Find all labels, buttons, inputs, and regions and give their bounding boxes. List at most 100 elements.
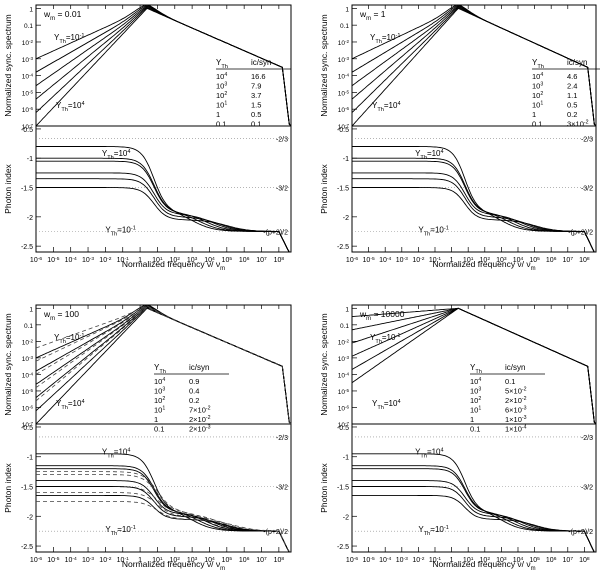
wm-value: = 0.01 (55, 9, 82, 19)
x-tick-exp: -6 (354, 556, 359, 562)
y-tick-label: 1 (345, 306, 349, 313)
table-ratio-mantissa: 1×10 (505, 425, 522, 434)
y-tick-exp: -7 (29, 421, 34, 426)
x-tick-label: 104 (204, 556, 215, 565)
y-tick-label: 10-4 (338, 371, 350, 380)
reference-label: -2/3 (581, 137, 593, 144)
x-tick-exp: 3 (504, 556, 507, 562)
x-tick-exp: -5 (55, 556, 60, 562)
table-ratio-value: 0.1 (505, 377, 515, 386)
y-th-val: =10 (427, 448, 441, 457)
table-y-value: 10 (216, 101, 224, 110)
table-y-value: 10 (216, 82, 224, 91)
x-tick-label: 106 (239, 256, 250, 265)
x-tick-exp: 6 (554, 256, 557, 262)
reference-label: -(p+2)/2 (263, 529, 288, 536)
x-tick-exp: 2 (487, 556, 490, 562)
index-line (352, 468, 596, 553)
x-tick-exp: 2 (177, 256, 180, 262)
table-y-value: 104 (470, 377, 481, 386)
y-tick-label: 10-7 (338, 421, 350, 430)
y-tick-exp: -3 (29, 354, 34, 359)
table-y-value: 102 (154, 396, 165, 405)
x-tick-label: 107 (563, 556, 574, 565)
y-tick-label: 10 (338, 389, 346, 396)
x-axis-label: Normalized frequency ν/ νm (122, 259, 225, 272)
y-tick-label: 1 (29, 306, 33, 313)
y-tick-label: 10 (22, 90, 30, 97)
label-index-y-th-high: YTh=104 (415, 149, 444, 161)
y-tick-label: 10-6 (338, 106, 350, 115)
x-tick-exp: 1 (160, 556, 163, 562)
x-tick-label: 10 (99, 557, 107, 564)
x-tick-exp: -2 (107, 556, 112, 562)
label-index-y-th-high: YTh=104 (102, 448, 131, 460)
index-dashed-line (36, 492, 291, 553)
table-ratio-mantissa: 6×10 (505, 406, 522, 415)
table-ratio-value: 0.4 (189, 387, 199, 396)
table-ratio-mantissa: 0.5 (567, 101, 577, 110)
table-ratio-value: 2.4 (567, 82, 577, 91)
x-tick-label: 10 (412, 257, 420, 264)
index-y-axis-label: Photon index (319, 462, 329, 512)
table-ratio-mantissa: 1.1 (567, 91, 577, 100)
x-tick-label: 10 (256, 257, 264, 264)
y-th-exp: -1 (131, 226, 136, 232)
y-tick-label: -1.5 (21, 186, 33, 193)
y-tick-label: 0.1 (340, 23, 349, 30)
table-ratio-exp: -2 (522, 396, 527, 402)
index-frame (351, 125, 597, 253)
x-tick-exp: -1 (437, 256, 442, 262)
x-tick-label: 10 (170, 257, 178, 264)
wm-sub: m (366, 16, 371, 22)
table-y-value: 10 (470, 377, 478, 386)
x-tick-exp: 8 (587, 556, 590, 562)
table-ratio-mantissa: 2×10 (189, 415, 206, 424)
label-index-y-th-high: YTh=104 (102, 149, 131, 161)
x-tick-label: 101 (152, 256, 163, 265)
table-y-exp: 2 (162, 396, 165, 402)
reference-label: -2/3 (276, 435, 288, 442)
x-tick-exp: -2 (420, 556, 425, 562)
x-tick-label: 10 (579, 257, 587, 264)
table-ratio-mantissa: 16.6 (251, 72, 266, 81)
y-th-label: Y (54, 333, 60, 342)
y-tick-label: 10 (338, 422, 346, 429)
x-tick-label: 10-3 (82, 256, 94, 265)
spectrum-dashed-line (35, 305, 292, 425)
y-tick-label: 10-2 (22, 38, 34, 47)
y-tick-exp: -4 (345, 371, 350, 376)
y-tick-label: 0.1 (340, 23, 349, 30)
x-tick-label: 1 (450, 257, 454, 264)
table-y-exp: 2 (224, 91, 227, 97)
table-y-value: 103 (470, 387, 481, 396)
x-tick-exp: 1 (160, 256, 163, 262)
x-tick-label: 10 (429, 257, 437, 264)
table-y-exp: 3 (540, 82, 543, 88)
x-tick-exp: 1 (471, 256, 474, 262)
table-ratio-value: 0.9 (189, 377, 199, 386)
index-line (352, 146, 596, 253)
table-y-value: 102 (470, 396, 481, 405)
y-th-val: =10 (66, 333, 80, 342)
x-tick-label: 10 (346, 257, 354, 264)
y-tick-label: 0.1 (340, 323, 349, 330)
y-th-sub: Th (59, 39, 66, 45)
x-tick-label: 10-2 (99, 256, 111, 265)
y-tick-label: 10 (22, 107, 30, 114)
index-line (352, 157, 596, 253)
y-th-sub: Th (424, 232, 431, 238)
y-th-sub: Th (375, 339, 382, 345)
label-y-th-low: YTh=10-1 (54, 333, 84, 345)
y-th-exp: 4 (397, 101, 400, 107)
x-tick-label: 10-3 (82, 556, 94, 565)
x-tick-label: 10 (379, 557, 387, 564)
x-tick-label: 105 (529, 556, 540, 565)
y-tick-label: 1 (345, 6, 349, 13)
index-y-axis-label: Photon index (3, 462, 13, 512)
x-tick-label: 10 (496, 257, 504, 264)
table-y-value: 102 (216, 91, 227, 100)
x-tick-label: 10-5 (47, 256, 59, 265)
x-tick-label: 108 (579, 556, 590, 565)
